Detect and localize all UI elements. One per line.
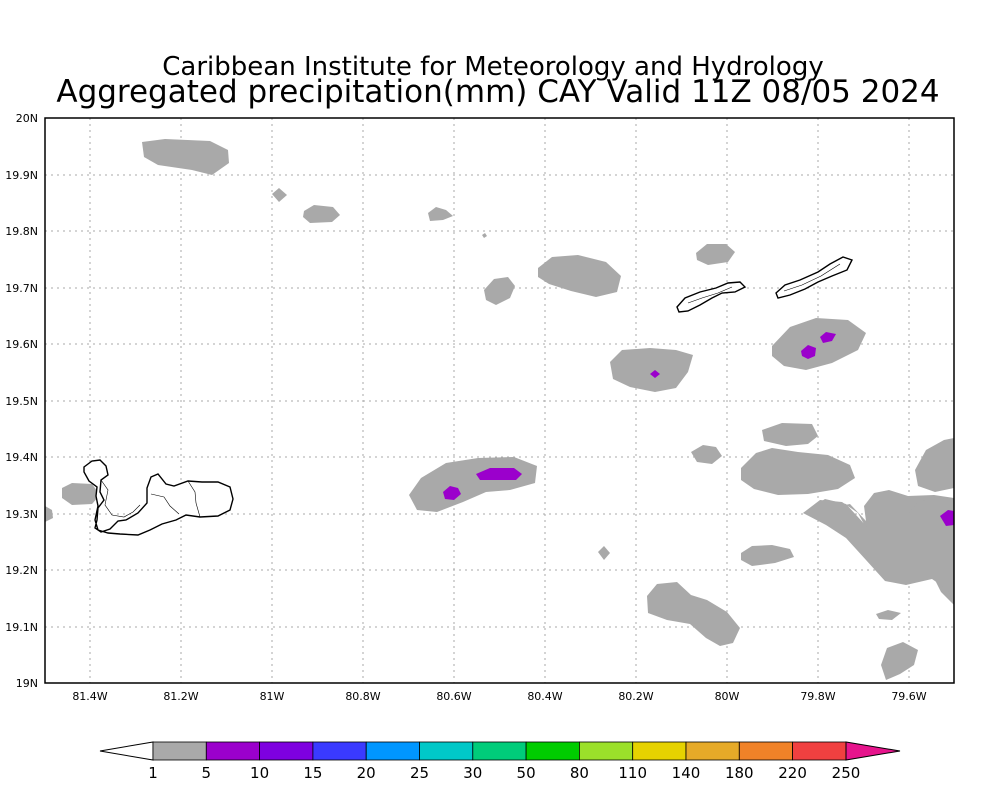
colorbar-low-arrow xyxy=(99,741,154,761)
island-cayman-brac xyxy=(775,256,853,299)
colorbar-swatch xyxy=(312,741,367,761)
rain-area xyxy=(762,423,818,446)
rain-area xyxy=(272,188,287,202)
y-axis-labels: 20N 19.9N 19.8N 19.7N 19.6N 19.5N 19.4N … xyxy=(5,112,38,690)
colorbar-swatch xyxy=(685,741,740,761)
rain-area xyxy=(142,139,229,175)
rain-area xyxy=(484,277,515,305)
rain-area xyxy=(647,582,740,646)
colorbar-swatch xyxy=(152,741,207,761)
x-tick-label: 80.6W xyxy=(436,690,471,703)
colorbar-swatch xyxy=(472,741,527,761)
x-tick-label: 81.2W xyxy=(163,690,198,703)
colorbar-label: 220 xyxy=(778,764,807,782)
rain-area xyxy=(482,233,487,238)
y-tick-label: 19.8N xyxy=(5,225,38,238)
colorbar-high-arrow xyxy=(845,741,901,761)
rain-area xyxy=(881,642,918,680)
x-tick-label: 81.4W xyxy=(72,690,107,703)
y-tick-label: 19.4N xyxy=(5,451,38,464)
rain-area xyxy=(610,348,693,392)
x-tick-label: 79.6W xyxy=(891,690,926,703)
colorbar-label: 30 xyxy=(463,764,482,782)
x-tick-label: 80.8W xyxy=(345,690,380,703)
heavy-rain-area xyxy=(443,486,461,500)
y-tick-label: 20N xyxy=(16,112,38,125)
rain-area xyxy=(598,546,610,560)
precipitation-heavy-areas xyxy=(443,332,954,526)
colorbar: 1 5 10 15 20 25 30 50 80 110 140 180 220… xyxy=(99,741,901,782)
y-tick-label: 19N xyxy=(16,677,38,690)
island-little-cayman xyxy=(676,281,747,313)
rain-area xyxy=(915,438,954,492)
colorbar-label: 180 xyxy=(725,764,754,782)
heavy-rain-area xyxy=(650,370,660,378)
map-frame xyxy=(44,117,955,684)
colorbar-swatch xyxy=(525,741,580,761)
colorbar-label: 80 xyxy=(570,764,589,782)
colorbar-label: 20 xyxy=(357,764,376,782)
x-axis-labels: 81.4W 81.2W 81W 80.8W 80.6W 80.4W 80.2W … xyxy=(72,690,926,703)
rain-area xyxy=(696,244,735,265)
colorbar-label: 10 xyxy=(250,764,269,782)
colorbar-label: 250 xyxy=(832,764,861,782)
heavy-rain-area xyxy=(801,345,816,359)
y-tick-label: 19.6N xyxy=(5,338,38,351)
rain-area xyxy=(409,457,537,512)
colorbar-label: 110 xyxy=(618,764,647,782)
colorbar-label: 1 xyxy=(148,764,158,782)
colorbar-swatch xyxy=(259,741,314,761)
y-tick-label: 19.2N xyxy=(5,564,38,577)
x-tick-label: 81W xyxy=(260,690,285,703)
rain-area xyxy=(62,483,100,505)
title-line-1: Caribbean Institute for Meteorology and … xyxy=(162,52,823,82)
colorbar-swatch xyxy=(205,741,261,761)
y-tick-label: 19.3N xyxy=(5,508,38,521)
rain-area xyxy=(876,610,901,620)
heavy-rain-area xyxy=(940,510,954,526)
rain-area xyxy=(303,205,340,223)
x-tick-label: 80.4W xyxy=(527,690,562,703)
x-tick-label: 79.8W xyxy=(800,690,835,703)
colorbar-label: 15 xyxy=(303,764,322,782)
heavy-rain-area xyxy=(476,468,522,480)
gridlines xyxy=(45,118,954,683)
colorbar-swatch xyxy=(738,741,793,761)
colorbar-label: 50 xyxy=(517,764,536,782)
y-tick-label: 19.9N xyxy=(5,169,38,182)
y-tick-label: 19.7N xyxy=(5,282,38,295)
y-tick-label: 19.1N xyxy=(5,621,38,634)
precipitation-light-areas xyxy=(45,139,954,680)
rain-area xyxy=(428,207,453,221)
rain-area xyxy=(741,545,794,566)
colorbar-swatch xyxy=(632,741,687,761)
rain-area xyxy=(538,255,621,297)
rain-area xyxy=(772,318,866,370)
island-grand-cayman xyxy=(83,459,234,536)
colorbar-swatch xyxy=(792,741,847,761)
rain-area xyxy=(691,445,722,464)
x-tick-label: 80.2W xyxy=(618,690,653,703)
x-tick-label: 80W xyxy=(715,690,740,703)
rain-area xyxy=(803,497,954,605)
colorbar-swatch xyxy=(419,741,474,761)
colorbar-swatch xyxy=(365,741,420,761)
rain-area xyxy=(45,506,53,522)
colorbar-label: 5 xyxy=(202,764,212,782)
colorbar-label: 25 xyxy=(410,764,429,782)
title-line-2: Aggregated precipitation(mm) CAY Valid 1… xyxy=(56,74,939,110)
colorbar-swatch xyxy=(579,741,634,761)
rain-area xyxy=(741,448,855,495)
y-tick-label: 19.5N xyxy=(5,395,38,408)
colorbar-label: 140 xyxy=(672,764,701,782)
heavy-rain-area xyxy=(820,332,836,343)
